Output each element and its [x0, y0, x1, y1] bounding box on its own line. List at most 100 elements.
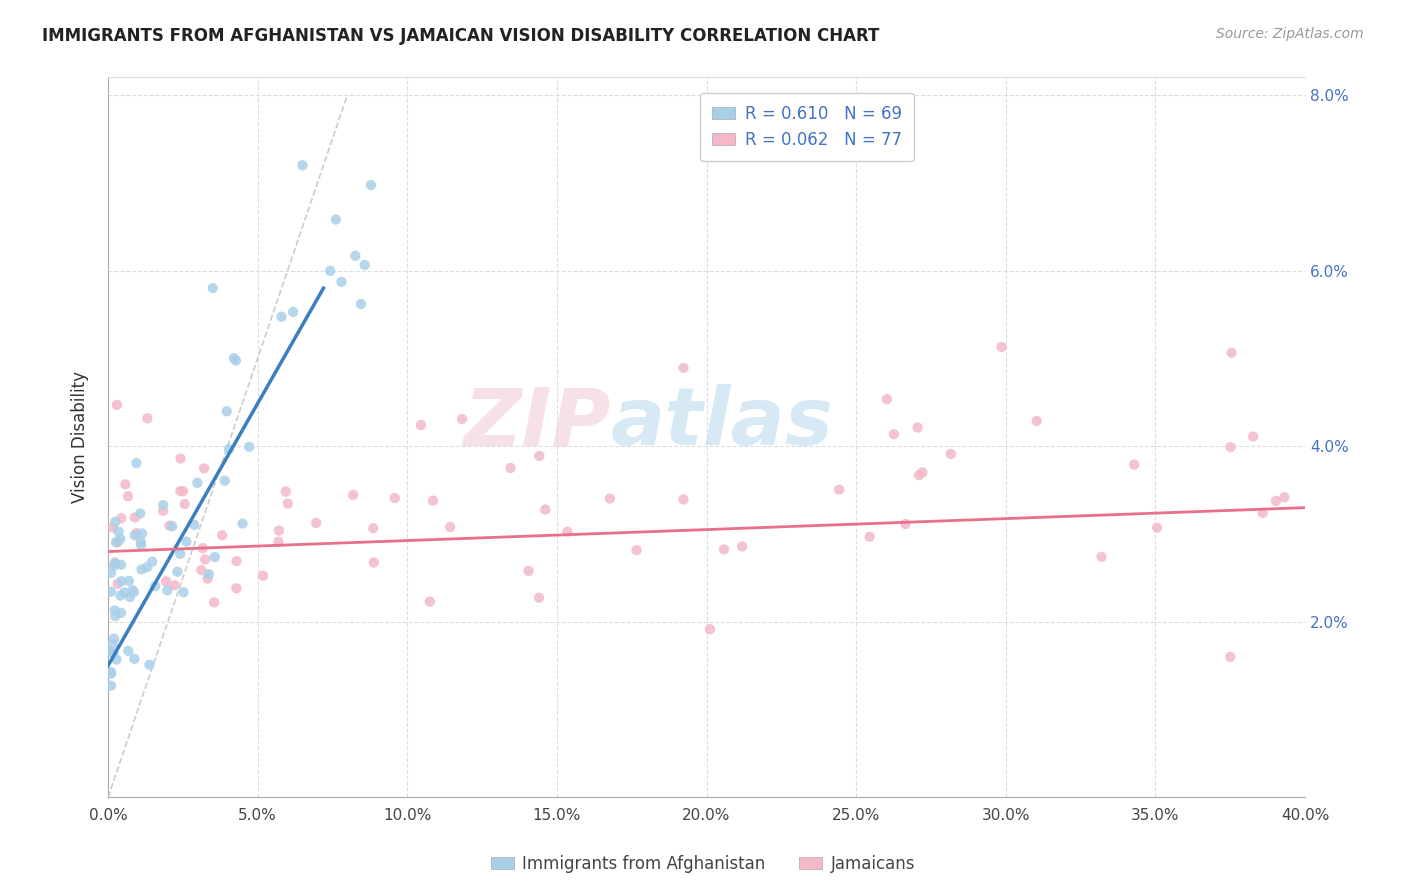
Point	[274, 484, 297, 499]
Point	[114, 477, 136, 491]
Point	[101, 637, 124, 651]
Point	[141, 555, 163, 569]
Point	[270, 310, 292, 324]
Point	[131, 526, 153, 541]
Point	[225, 353, 247, 368]
Text: Source: ZipAtlas.com: Source: ZipAtlas.com	[1216, 27, 1364, 41]
Point	[557, 524, 579, 539]
Point	[156, 583, 179, 598]
Point	[451, 412, 474, 426]
Text: IMMIGRANTS FROM AFGHANISTAN VS JAMAICAN VISION DISABILITY CORRELATION CHART: IMMIGRANTS FROM AFGHANISTAN VS JAMAICAN …	[42, 27, 880, 45]
Point	[183, 517, 205, 532]
Point	[160, 519, 183, 533]
Point	[155, 574, 177, 589]
Point	[136, 560, 159, 574]
Point	[105, 398, 128, 412]
Point	[894, 516, 917, 531]
Point	[291, 158, 314, 172]
Point	[1272, 490, 1295, 504]
Point	[232, 516, 254, 531]
Point	[131, 562, 153, 576]
Point	[118, 590, 141, 604]
Point	[529, 449, 551, 463]
Point	[218, 442, 240, 456]
Point	[172, 585, 194, 599]
Point	[100, 679, 122, 693]
Point	[907, 420, 929, 434]
Point	[190, 563, 212, 577]
Point	[672, 492, 695, 507]
Point	[129, 507, 152, 521]
Legend: R = 0.610   N = 69, R = 0.062   N = 77: R = 0.610 N = 69, R = 0.062 N = 77	[700, 93, 914, 161]
Point	[1219, 440, 1241, 454]
Point	[672, 360, 695, 375]
Legend: Immigrants from Afghanistan, Jamaicans: Immigrants from Afghanistan, Jamaicans	[484, 848, 922, 880]
Point	[211, 528, 233, 542]
Point	[166, 565, 188, 579]
Point	[859, 530, 882, 544]
Point	[215, 404, 238, 418]
Point	[344, 249, 367, 263]
Point	[1090, 549, 1112, 564]
Text: ZIP: ZIP	[464, 384, 610, 462]
Point	[104, 557, 127, 571]
Point	[124, 652, 146, 666]
Point	[422, 493, 444, 508]
Point	[186, 475, 208, 490]
Point	[939, 447, 962, 461]
Point	[117, 489, 139, 503]
Point	[1219, 649, 1241, 664]
Point	[305, 516, 328, 530]
Point	[104, 515, 127, 529]
Point	[193, 461, 215, 475]
Point	[194, 552, 217, 566]
Point	[1123, 458, 1146, 472]
Point	[107, 576, 129, 591]
Point	[169, 484, 191, 499]
Point	[353, 258, 375, 272]
Point	[163, 578, 186, 592]
Point	[198, 567, 221, 582]
Point	[325, 212, 347, 227]
Point	[908, 468, 931, 483]
Point	[110, 532, 132, 546]
Point	[360, 178, 382, 192]
Point	[350, 297, 373, 311]
Point	[157, 518, 180, 533]
Point	[626, 543, 648, 558]
Point	[252, 568, 274, 582]
Point	[103, 558, 125, 573]
Point	[191, 541, 214, 556]
Point	[101, 521, 124, 535]
Point	[169, 547, 191, 561]
Point	[172, 484, 194, 499]
Y-axis label: Vision Disability: Vision Disability	[72, 371, 89, 503]
Point	[1264, 494, 1286, 508]
Point	[173, 497, 195, 511]
Point	[125, 526, 148, 541]
Point	[103, 632, 125, 646]
Point	[136, 411, 159, 425]
Point	[713, 542, 735, 557]
Point	[143, 579, 166, 593]
Point	[1146, 521, 1168, 535]
Point	[1251, 506, 1274, 520]
Point	[100, 584, 122, 599]
Point	[100, 645, 122, 659]
Point	[110, 606, 132, 620]
Point	[281, 305, 304, 319]
Point	[214, 474, 236, 488]
Point	[129, 534, 152, 549]
Point	[499, 461, 522, 475]
Point	[883, 427, 905, 442]
Point	[121, 583, 143, 598]
Point	[267, 524, 290, 538]
Point	[122, 585, 145, 599]
Point	[1220, 345, 1243, 359]
Point	[517, 564, 540, 578]
Point	[876, 392, 898, 406]
Point	[104, 556, 127, 570]
Point	[330, 275, 353, 289]
Point	[439, 520, 461, 534]
Point	[110, 511, 132, 525]
